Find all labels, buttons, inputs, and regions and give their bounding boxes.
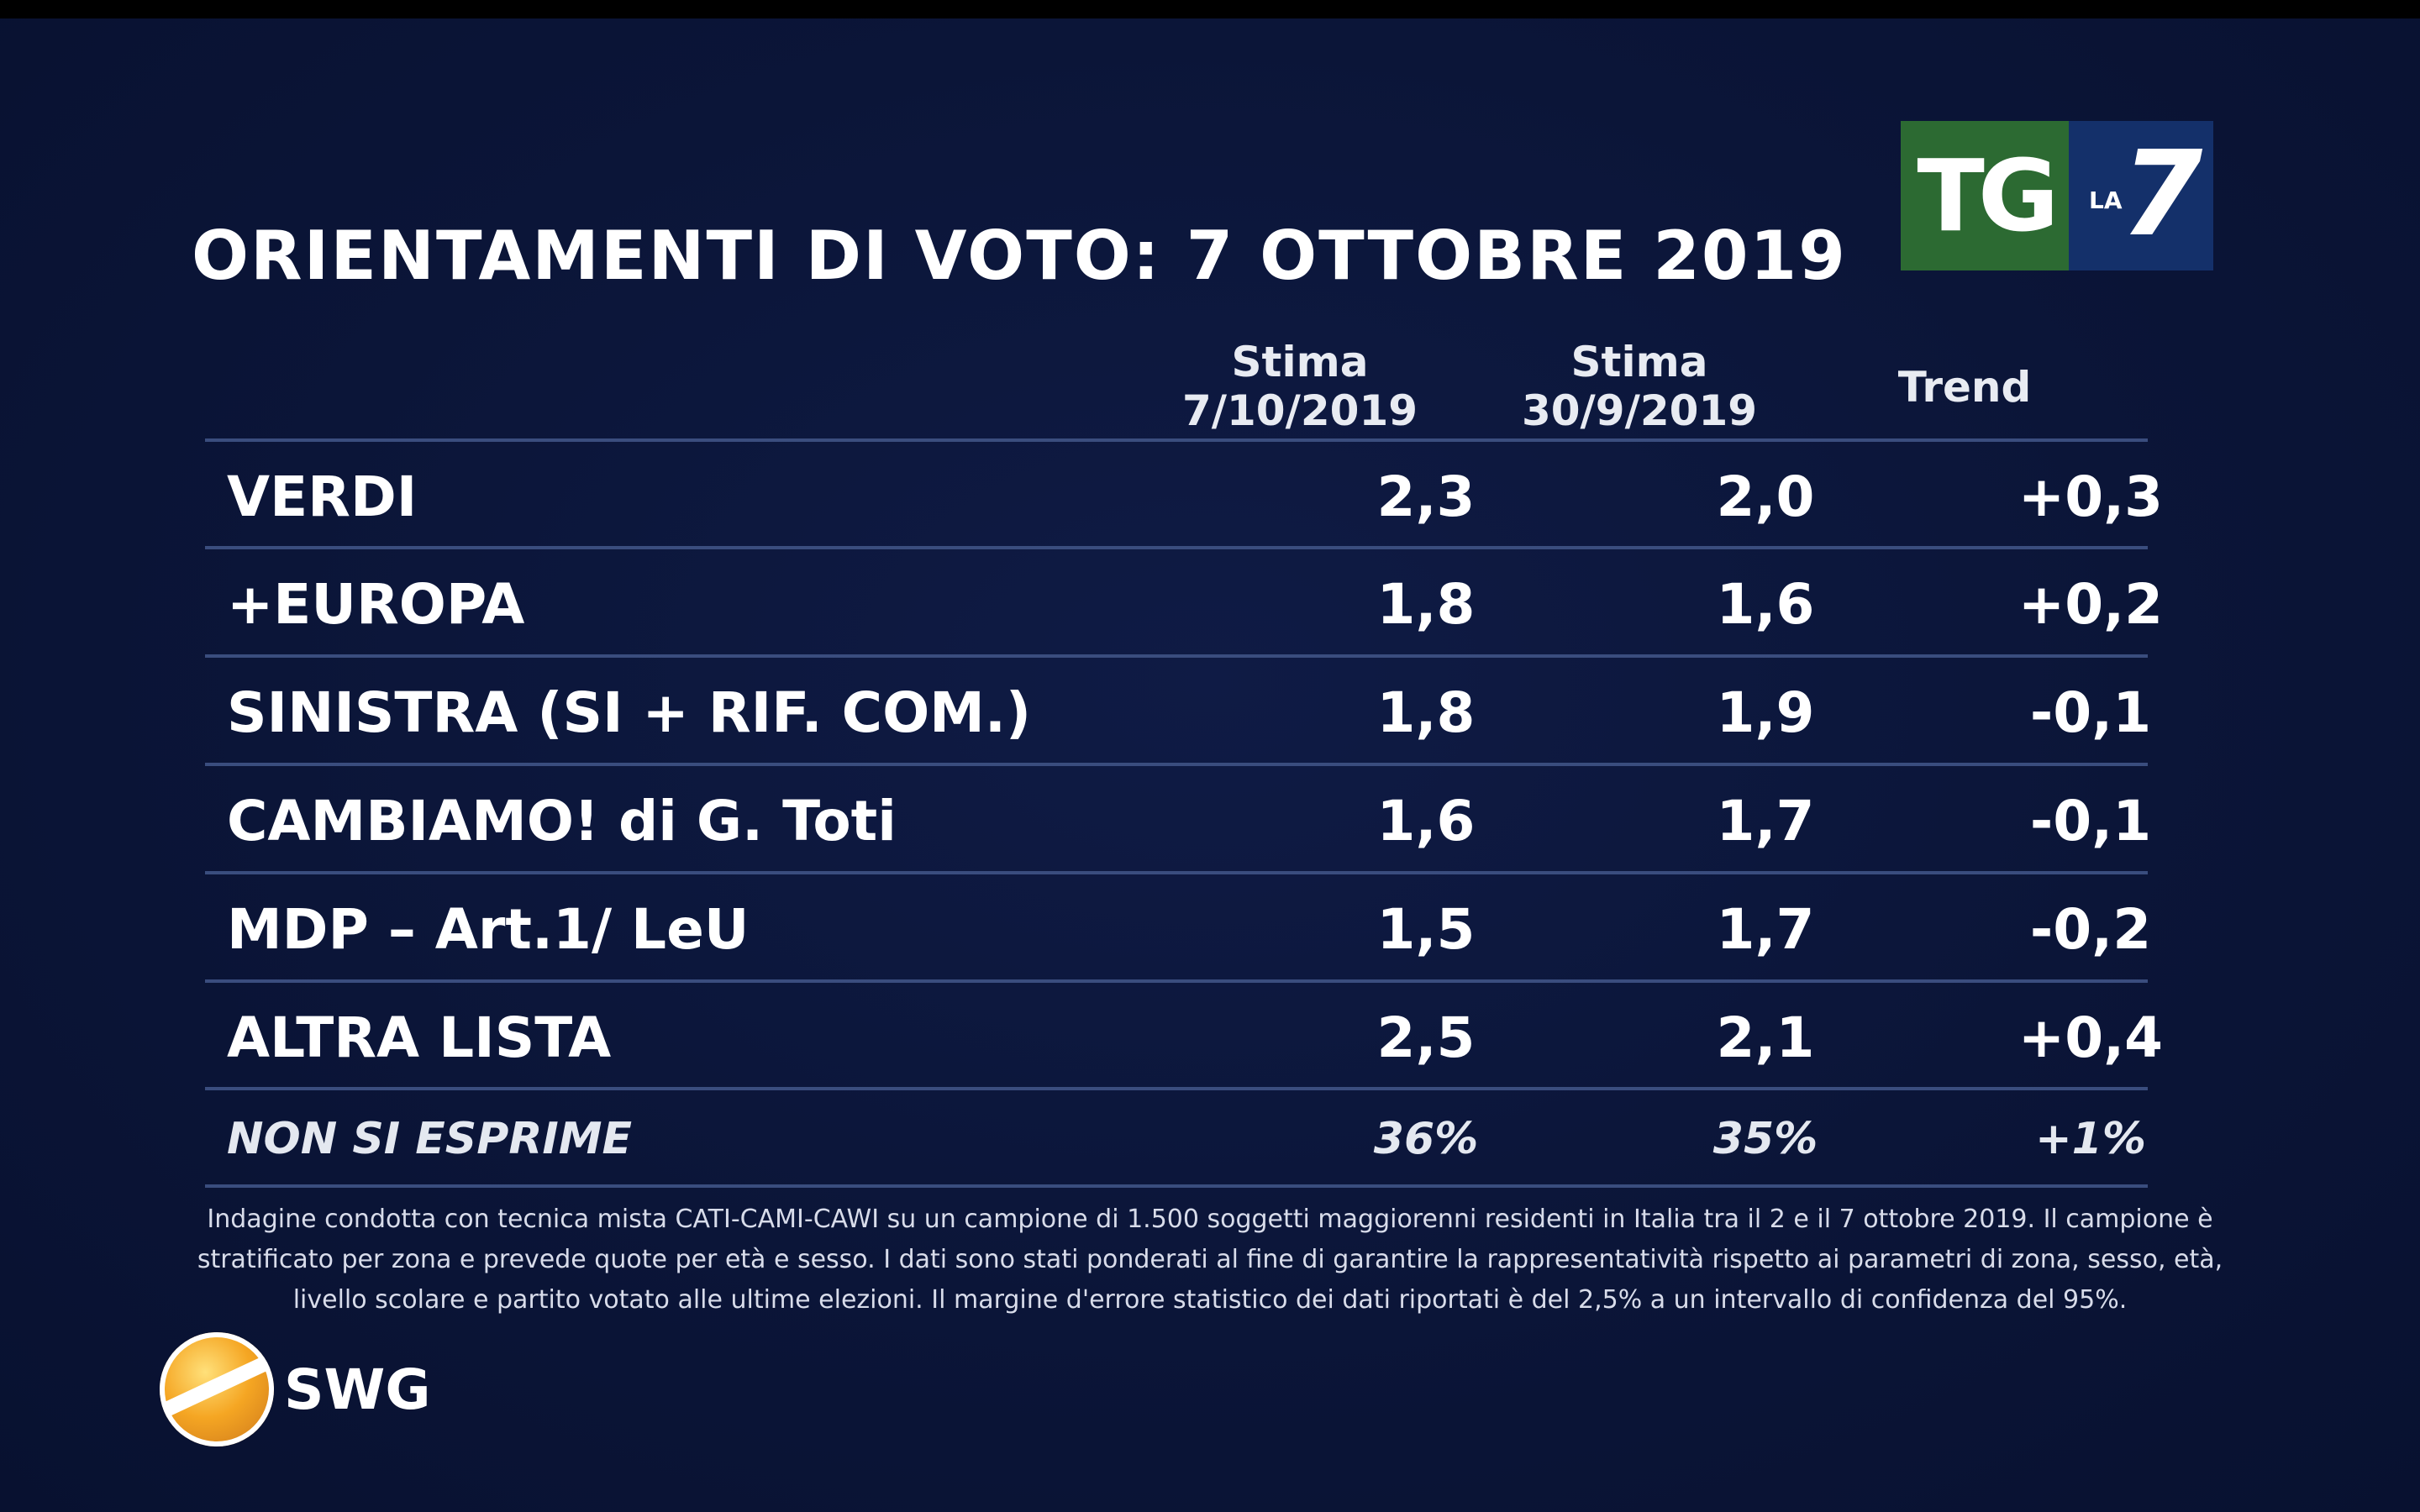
logo-tg: TG	[1901, 121, 2069, 270]
party-cell: +EUROPA	[227, 571, 525, 637]
methodology-footnote: Indagine condotta con tecnica mista CATI…	[197, 1205, 2223, 1315]
stima-7-10-cell: 2,5	[1376, 1005, 1476, 1070]
table-row: VERDI 2,3 2,0 +0,3	[205, 444, 2163, 549]
table-rule	[205, 654, 2148, 658]
table-rule	[205, 438, 2148, 442]
party-cell: VERDI	[227, 464, 418, 529]
stima-30-9-cell: 2,1	[1716, 1005, 1815, 1070]
stima-7-10-cell: 36%	[1373, 1114, 1479, 1164]
table-row: +EUROPA 1,8 1,6 +0,2	[205, 551, 2163, 657]
party-cell: NON SI ESPRIME	[227, 1114, 632, 1164]
table-rule	[205, 546, 2148, 549]
stima-7-10-cell: 1,8	[1376, 680, 1476, 745]
swg-logo: SWG	[160, 1332, 431, 1446]
table-row: ALTRA LISTA 2,5 2,1 +0,4	[205, 984, 2163, 1090]
party-cell: MDP – Art.1/ LeU	[227, 896, 750, 962]
column-header-stima-30-9: Stima 30/9/2019	[1513, 338, 1765, 435]
stima-30-9-cell: 1,7	[1716, 896, 1815, 962]
stima-7-10-cell: 1,5	[1376, 896, 1476, 962]
trend-cell: -0,2	[2029, 896, 2152, 962]
column-header-trend: Trend	[1897, 363, 2032, 412]
swg-globe-icon	[160, 1332, 274, 1446]
table-rule	[205, 1087, 2148, 1090]
table-row: NON SI ESPRIME 36% 35% +1%	[205, 1092, 2148, 1186]
logo-seven: 7	[2121, 126, 2203, 263]
stima-30-9-cell: 2,0	[1716, 464, 1815, 529]
column-header-stima-7-10: Stima 7/10/2019	[1174, 338, 1426, 435]
column-header-line: Stima	[1570, 338, 1708, 386]
trend-cell: +1%	[2035, 1114, 2146, 1164]
column-header-line: 30/9/2019	[1521, 386, 1758, 435]
table-rule	[205, 763, 2148, 766]
table-rule	[205, 979, 2148, 983]
table-row: CAMBIAMO! di G. Toti 1,6 1,7 -0,1	[205, 768, 2151, 874]
page-title: ORIENTAMENTI DI VOTO: 7 OTTOBRE 2019	[192, 217, 1847, 295]
table-rule	[205, 1184, 2148, 1188]
trend-cell: +0,4	[2018, 1005, 2164, 1070]
logo-la7-box: LA 7	[2069, 121, 2213, 270]
logo-la: LA	[2089, 186, 2123, 214]
trend-cell: -0,1	[2029, 680, 2152, 745]
swg-logo-text: SWG	[284, 1357, 431, 1422]
top-black-bar	[0, 0, 2420, 18]
table-rule	[205, 871, 2148, 874]
trend-cell: +0,3	[2018, 464, 2164, 529]
stima-7-10-cell: 1,6	[1376, 788, 1476, 853]
party-cell: SINISTRA (SI + RIF. COM.)	[227, 680, 1032, 745]
party-cell: CAMBIAMO! di G. Toti	[227, 788, 897, 853]
trend-cell: -0,1	[2029, 788, 2152, 853]
table-row: MDP – Art.1/ LeU 1,5 1,7 -0,2	[205, 876, 2151, 982]
stima-30-9-cell: 1,7	[1716, 788, 1815, 853]
stima-7-10-cell: 2,3	[1376, 464, 1476, 529]
table-row: SINISTRA (SI + RIF. COM.) 1,8 1,9 -0,1	[205, 659, 2151, 765]
stima-30-9-cell: 1,9	[1716, 680, 1815, 745]
trend-cell: +0,2	[2018, 571, 2164, 637]
stima-30-9-cell: 1,6	[1716, 571, 1815, 637]
stima-30-9-cell: 35%	[1712, 1114, 1818, 1164]
column-header-line: 7/10/2019	[1181, 386, 1418, 435]
column-header-line: Stima	[1231, 338, 1369, 386]
tg-la7-logo: TG LA 7	[1901, 121, 2213, 270]
stima-7-10-cell: 1,8	[1376, 571, 1476, 637]
party-cell: ALTRA LISTA	[227, 1005, 612, 1070]
